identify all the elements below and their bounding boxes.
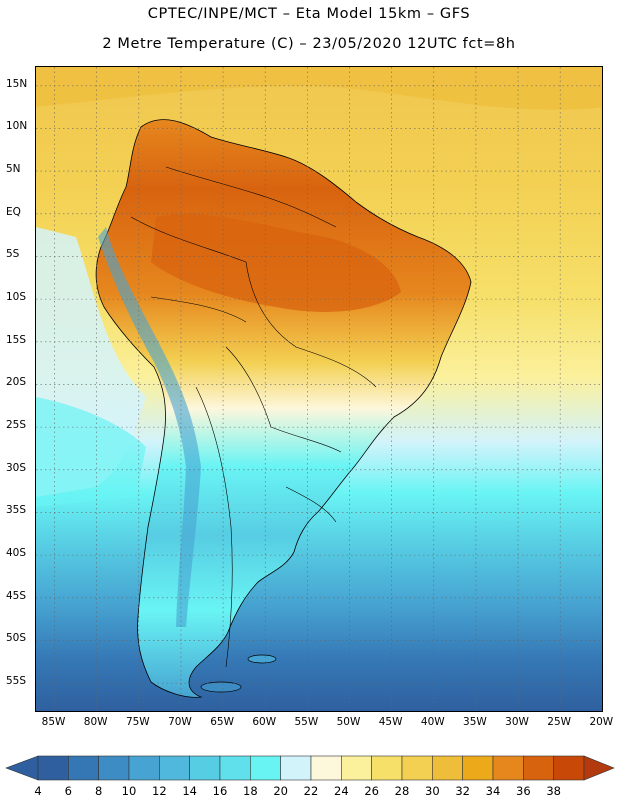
- pacific-cold-zone: [36, 397, 146, 507]
- latitude-label: 45S: [6, 589, 27, 602]
- latitude-label: EQ: [6, 205, 21, 218]
- map-title-line-1: CPTEC/INPE/MCT – Eta Model 15km – GFS: [147, 6, 471, 22]
- colorbar-label: 8: [94, 784, 103, 798]
- colorbar-label: 28: [394, 784, 410, 798]
- map-canvas: [36, 67, 602, 711]
- colorbar-label: 12: [152, 784, 167, 798]
- latitude-label: 50S: [6, 632, 27, 645]
- graticule: [36, 67, 602, 711]
- temperature-colorbar: [5, 755, 615, 781]
- latitude-label: 5N: [6, 163, 21, 176]
- latitude-label: 55S: [6, 675, 27, 688]
- temperature-map: [35, 66, 603, 712]
- longitude-label: 80W: [83, 716, 108, 728]
- country-borders: [130, 166, 377, 668]
- longitude-label: 20W: [589, 716, 614, 728]
- colorbar-swatch: [128, 755, 160, 781]
- longitude-label: 55W: [294, 716, 319, 728]
- caribbean-warm-zone: [36, 67, 602, 110]
- colorbar-swatch: [250, 755, 281, 781]
- latitude-label: 5S: [6, 248, 20, 261]
- colorbar-swatch: [189, 755, 221, 781]
- latitude-label: 10S: [6, 291, 27, 304]
- colorbar-label: 34: [485, 784, 501, 798]
- amazon-hot-zone: [151, 214, 401, 312]
- colorbar-min-arrow: [5, 755, 39, 781]
- colorbar-swatch: [553, 755, 585, 781]
- colorbar-max-arrow: [583, 755, 615, 781]
- falkland-islands: [247, 654, 277, 664]
- colorbar-label: 36: [516, 784, 531, 798]
- longitude-label: 45W: [378, 716, 403, 728]
- colorbar-label: 4: [34, 784, 42, 798]
- colorbar-swatch: [37, 755, 69, 781]
- latitude-label: 20S: [6, 376, 27, 389]
- latitude-label: 10N: [6, 120, 28, 133]
- longitude-label: 40W: [420, 716, 445, 728]
- longitude-label: 35W: [463, 716, 487, 728]
- map-title-line-2: 2 Metre Temperature (C) – 23/05/2020 12U…: [102, 36, 516, 52]
- colorbar-label: 16: [212, 784, 228, 798]
- colorbar-label: 38: [546, 784, 561, 798]
- latitude-label: 35S: [6, 504, 27, 517]
- colorbar-swatch: [280, 755, 312, 781]
- colorbar-swatch: [462, 755, 494, 781]
- colorbar-swatch: [492, 755, 524, 781]
- longitude-label: 50W: [336, 716, 361, 728]
- latitude-label: 30S: [6, 461, 27, 474]
- colorbar-swatch: [432, 755, 463, 781]
- longitude-label: 30W: [505, 716, 529, 728]
- colorbar-swatch: [159, 755, 190, 781]
- longitude-label: 25W: [547, 716, 572, 728]
- latitude-label: 25S: [6, 419, 27, 432]
- colorbar-label: 26: [364, 784, 379, 798]
- colorbar-swatch: [219, 755, 251, 781]
- latitude-label: 40S: [6, 547, 27, 560]
- colorbar-swatch: [98, 755, 130, 781]
- colorbar-label: 32: [455, 784, 470, 798]
- colorbar-swatch: [68, 755, 99, 781]
- colorbar-label: 18: [243, 784, 258, 798]
- tierra-del-fuego: [200, 681, 242, 693]
- longitude-label: 65W: [210, 716, 234, 728]
- colorbar-label: 30: [425, 784, 440, 798]
- colorbar-swatch: [401, 755, 433, 781]
- latitude-label: 15N: [6, 77, 28, 90]
- colorbar-label: 10: [121, 784, 137, 798]
- colorbar-swatch: [310, 755, 342, 781]
- colorbar-label: 22: [303, 784, 319, 798]
- colorbar-label: 14: [182, 784, 197, 798]
- colorbar-swatch: [371, 755, 403, 781]
- longitude-label: 60W: [252, 716, 277, 728]
- colorbar-swatch: [341, 755, 372, 781]
- colorbar-label: 24: [334, 784, 349, 798]
- colorbar-label: 6: [64, 784, 72, 798]
- longitude-label: 70W: [168, 716, 192, 728]
- colorbar-swatch: [523, 755, 554, 781]
- longitude-label: 85W: [41, 716, 66, 728]
- latitude-label: 15S: [6, 333, 27, 346]
- colorbar-label: 20: [273, 784, 288, 798]
- longitude-label: 75W: [125, 716, 150, 728]
